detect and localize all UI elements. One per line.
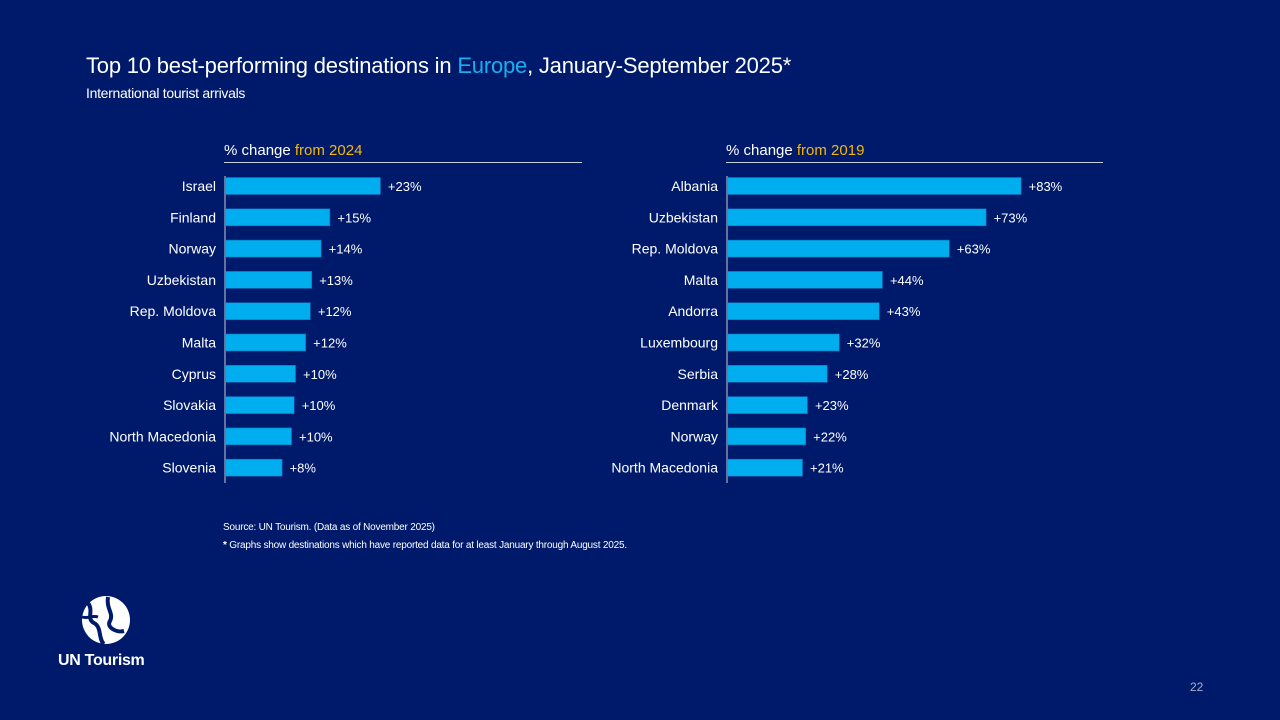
data-label: +32% [847, 336, 881, 351]
logo-text: UN Tourism [58, 652, 145, 669]
chart-title-text: % change [726, 142, 797, 159]
footnote-star: * [223, 540, 227, 551]
data-label: +23% [388, 179, 422, 194]
category-label: Albania [671, 178, 718, 194]
title-text-end: , January-September 2025* [527, 53, 792, 78]
data-label: +15% [337, 210, 371, 225]
chart-title-highlight: from 2019 [796, 142, 865, 159]
header-rule [726, 162, 1103, 163]
bar-norway [225, 239, 322, 258]
bar-finland [225, 208, 331, 227]
bar-serbia [727, 365, 828, 383]
bar-north-macedonia [727, 458, 803, 477]
bar-chart-2024: Israel +23% Finland +15% Norway +14% Uzbekista… [109, 176, 422, 483]
category-label: Malta [182, 335, 216, 351]
data-label: +83% [1029, 179, 1063, 194]
category-label: Serbia [678, 366, 719, 382]
data-label: +13% [319, 273, 353, 288]
header-rule [224, 162, 582, 163]
data-label: +44% [890, 273, 924, 288]
bar-israel [225, 177, 381, 195]
page-number: 22 [1190, 680, 1204, 694]
data-label: +22% [813, 429, 847, 444]
data-label: +63% [957, 242, 991, 257]
category-label: Slovakia [163, 397, 216, 413]
data-label: +10% [299, 429, 333, 444]
data-label: +73% [994, 210, 1028, 225]
bar-luxembourg [727, 333, 840, 352]
category-label: Andorra [668, 303, 718, 319]
bar-cyprus [225, 365, 296, 383]
bar-rep-moldova [225, 302, 311, 320]
category-label: Rep. Moldova [130, 303, 217, 319]
bar-slovenia [225, 458, 283, 477]
source-note: Source: UN Tourism. (Data as of November… [223, 522, 435, 533]
category-label: Cyprus [172, 366, 216, 382]
data-label: +21% [810, 461, 844, 476]
category-label: Norway [169, 241, 216, 257]
title-text: Top 10 best-performing destinations in [86, 53, 458, 78]
chart-title: % change from 2019 [726, 142, 864, 159]
data-label: +14% [329, 242, 363, 257]
chart-title-text: % change [224, 142, 295, 159]
category-label: Uzbekistan [649, 209, 718, 225]
data-label: +23% [815, 398, 849, 413]
category-label: Denmark [661, 397, 719, 413]
data-label: +8% [290, 461, 317, 476]
chart-title: % change from 2024 [224, 142, 362, 159]
bar-malta [225, 333, 306, 352]
category-label: Israel [182, 178, 216, 194]
bar-uzbekistan [225, 271, 313, 289]
data-label: +28% [835, 367, 869, 382]
category-label: Uzbekistan [147, 272, 216, 288]
bar-norway [727, 427, 806, 446]
data-label: +10% [302, 398, 336, 413]
data-label: +12% [313, 336, 347, 351]
bar-uzbekistan [727, 208, 987, 227]
chart-title-highlight: from 2024 [294, 142, 363, 159]
data-label: +10% [303, 367, 337, 382]
category-label: Malta [684, 272, 718, 288]
category-label: Norway [671, 428, 718, 444]
title-highlight: Europe [457, 53, 528, 78]
bar-north-macedonia [225, 427, 292, 446]
slide-subtitle: International tourist arrivals [86, 85, 246, 101]
bar-albania [727, 177, 1022, 195]
category-label: Luxembourg [640, 335, 718, 351]
slide-title: Top 10 best-performing destinations in E… [86, 53, 791, 79]
data-label: +43% [887, 304, 921, 319]
bar-malta [727, 271, 883, 289]
category-label: North Macedonia [109, 428, 216, 444]
category-label: Slovenia [162, 460, 216, 476]
un-tourism-logo-icon [81, 596, 130, 646]
category-label: North Macedonia [611, 460, 718, 476]
bar-denmark [727, 396, 808, 414]
footnote: * Graphs show destinations which have re… [223, 540, 627, 551]
bar-rep-moldova [727, 239, 950, 258]
bar-slovakia [225, 396, 295, 414]
category-label: Finland [170, 209, 216, 225]
bar-chart-2019: Albania +83% Uzbekistan +73% Rep. Moldova +63… [611, 176, 1063, 483]
bar-andorra [727, 302, 880, 320]
category-label: Rep. Moldova [632, 241, 719, 257]
footnote-text: Graphs show destinations which have repo… [226, 540, 627, 551]
data-label: +12% [318, 304, 352, 319]
